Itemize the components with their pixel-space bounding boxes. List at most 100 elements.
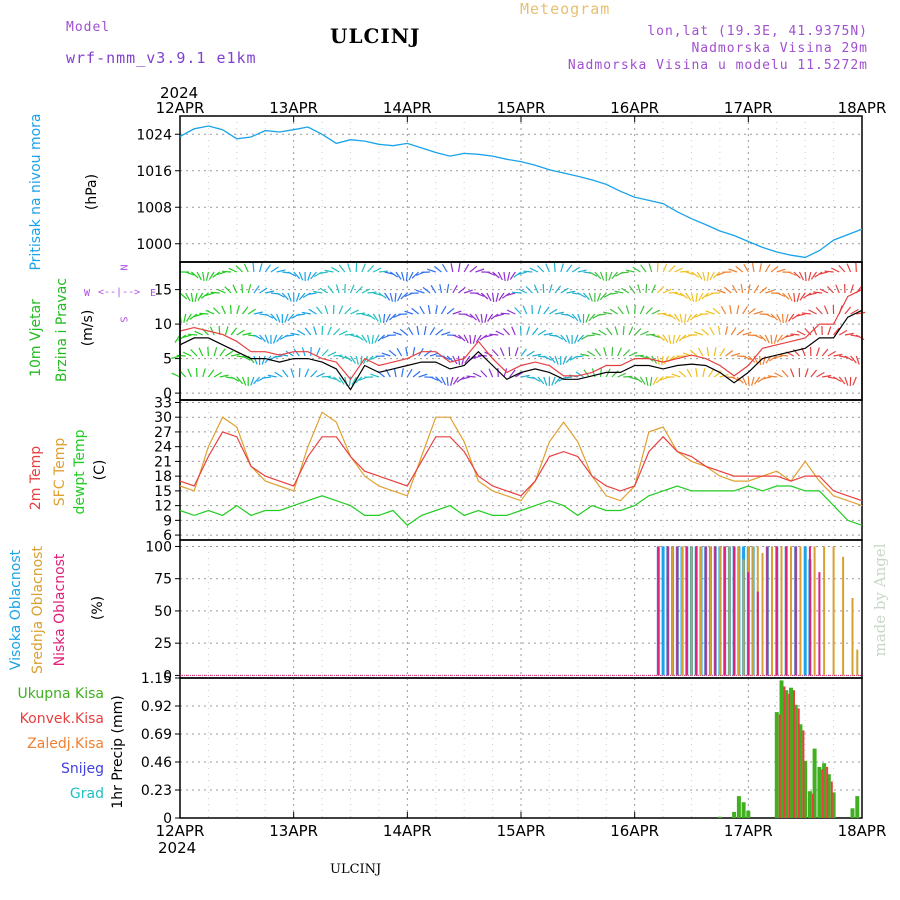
wind-arrow [600, 271, 605, 281]
high-cloud-bar [661, 546, 665, 676]
wind-arrow [719, 348, 726, 357]
wind-arrow [686, 368, 693, 378]
mid-cloud-bar [799, 546, 802, 676]
wind-arrow [495, 313, 505, 317]
pressure-ytick-label: 1024 [136, 127, 172, 143]
wind-arrow [408, 271, 414, 281]
wind-arrow [822, 374, 832, 378]
low-cloud-bar [704, 546, 707, 676]
wind-arrow [679, 292, 688, 299]
precip-conv-bar [793, 690, 795, 818]
x-label-top: 17APR [724, 99, 773, 117]
wind-arrow [396, 347, 403, 357]
wind-arrow [295, 292, 300, 302]
precip-total-bar [732, 811, 737, 818]
pressure-line [179, 125, 863, 259]
wind-arrow [793, 271, 801, 279]
mid-cloud-bar [780, 546, 783, 676]
wind-arrow [751, 262, 755, 273]
wind-arrow [250, 376, 255, 386]
wind-arrow [243, 263, 249, 273]
wind-arrow [440, 305, 447, 315]
wind-arrow [742, 355, 752, 361]
wind-arrow [273, 355, 283, 358]
temperature-ytick-label: 30 [154, 410, 172, 426]
mid-cloud-bar [842, 556, 845, 676]
wind-arrow [185, 271, 195, 276]
wind-arrow [276, 292, 285, 298]
wind-arrow [446, 376, 449, 386]
wind-arrow [717, 326, 721, 336]
wind-arrow [500, 312, 510, 315]
model-elevation-label: Nadmorska Visina u modelu 11.5272m [567, 58, 868, 73]
wind-arrow [370, 373, 380, 378]
wind-arrow [838, 264, 846, 273]
wind-arrow [422, 286, 431, 294]
wind-arrow [205, 271, 210, 281]
wind-arrow [684, 313, 687, 323]
wind-arrow [466, 375, 476, 378]
mid-cloud-bar [709, 546, 712, 676]
precip-total-bar [741, 802, 746, 818]
wind-arrow [656, 286, 665, 294]
wind-arrow [753, 334, 763, 340]
wind-arrow [460, 376, 471, 380]
cloud-ytick-label: 50 [154, 604, 172, 620]
precip-total-bar [817, 766, 822, 818]
wind-arrow [728, 268, 738, 273]
sfc-temp-line [179, 411, 863, 507]
wind-arrow [202, 368, 206, 378]
wind-compass: N W <--|--> E S [80, 262, 156, 326]
wind-arrow [411, 307, 420, 315]
wind-arrow [290, 332, 300, 336]
wind-arrow [554, 376, 562, 385]
wind-arrow [392, 331, 402, 336]
x-label-top: 18APR [838, 99, 887, 117]
wind-arrow [645, 333, 656, 336]
wind-arrow [264, 334, 270, 344]
precip-total-bar [807, 791, 812, 818]
wind-arrow [499, 347, 505, 357]
temperature-ytick-label: 21 [154, 454, 172, 470]
wind-arrow [813, 291, 823, 294]
wind-arrow [412, 370, 421, 378]
wind-arrow [511, 326, 516, 336]
wind-arrow [838, 376, 846, 385]
wind-arrow [491, 349, 499, 357]
wind-arrow [472, 372, 482, 378]
temperature-ytick-label: 9 [163, 513, 172, 529]
wind-arrow [560, 334, 568, 343]
wind-arrow [404, 310, 414, 315]
wind-arrow [264, 313, 274, 319]
wind-arrow [768, 355, 778, 362]
wind-arrow [384, 292, 391, 301]
wind-arrow [411, 271, 420, 279]
wind-arrow [196, 271, 202, 281]
wind-arrow [784, 334, 794, 338]
wind-arrow [463, 334, 469, 344]
wind-arrow [264, 264, 271, 273]
wind-arrow [549, 308, 558, 315]
wind-arrow [526, 326, 530, 336]
wind-arrow [753, 310, 763, 315]
wind-arrow [273, 334, 278, 344]
wind-arrow [355, 355, 359, 365]
wind-arrow [812, 326, 818, 336]
wind-arrow [307, 292, 317, 296]
temperature-ytick-label: 6 [163, 528, 172, 544]
wind-arrow [383, 313, 386, 323]
wind-arrow [651, 309, 661, 315]
precip-total-bar [789, 687, 793, 818]
wind-arrow [316, 306, 323, 315]
wind-arrow [517, 271, 527, 275]
wind-arrow [804, 271, 807, 282]
wind-arrow [293, 271, 301, 280]
wind-arrow [532, 353, 542, 357]
wind-arrow [287, 313, 295, 322]
wind-arrow [608, 271, 613, 281]
wind-arrow [452, 334, 462, 339]
wind-arrow [774, 372, 783, 378]
cloud-frame [179, 539, 863, 679]
wind-arrow [513, 271, 522, 278]
precip-total-bar [822, 763, 827, 818]
